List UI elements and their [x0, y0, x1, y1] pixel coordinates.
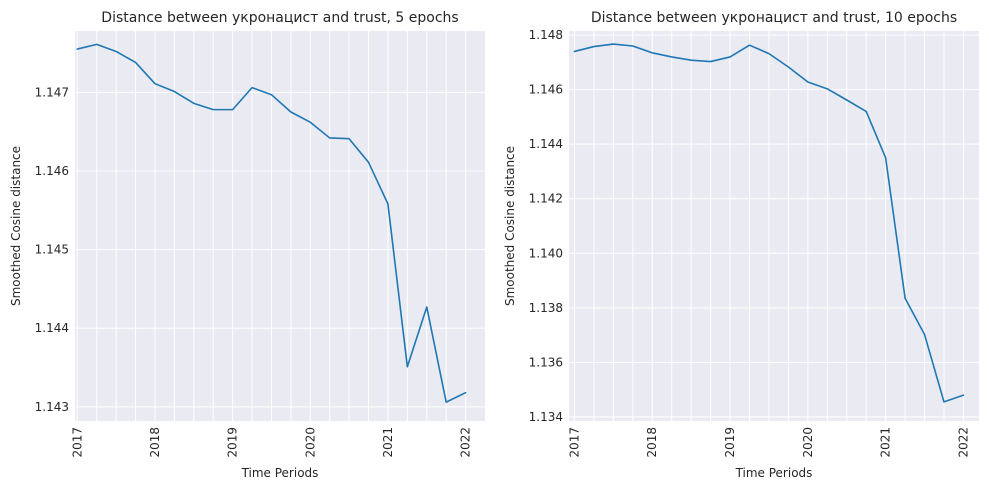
y-tick-label: 1.144 — [529, 137, 563, 151]
y-tick-label: 1.142 — [529, 192, 563, 206]
x-tick-label: 2017 — [567, 427, 581, 458]
y-axis-label-5-epochs: Smoothed Cosine distance — [9, 146, 23, 306]
y-axis-label-10-epochs: Smoothed Cosine distance — [503, 146, 517, 306]
x-tick-labels: 2017 2018 2019 2020 2021 2022 — [70, 427, 472, 458]
chart-title-10-epochs: Distance between укронацист and trust, 1… — [591, 10, 957, 26]
y-tick-label: 1.144 — [35, 321, 69, 335]
x-axis-label-5-epochs: Time Periods — [241, 466, 319, 480]
plot-area-5-epochs — [75, 31, 485, 421]
x-tick-label: 2020 — [801, 427, 815, 458]
x-tick-label: 2017 — [70, 427, 84, 458]
x-tick-label: 2020 — [303, 427, 317, 458]
y-tick-label: 1.136 — [529, 355, 563, 369]
x-tick-label: 2021 — [381, 427, 395, 458]
x-tick-label: 2019 — [723, 427, 737, 458]
x-tick-label: 2018 — [645, 427, 659, 458]
chart-title-5-epochs: Distance between укронацист and trust, 5… — [101, 10, 458, 26]
y-tick-label: 1.138 — [529, 301, 563, 315]
x-tick-labels: 2017 2018 2019 2020 2021 2022 — [567, 427, 970, 458]
x-tick-label: 2018 — [148, 427, 162, 458]
y-tick-label: 1.134 — [529, 410, 563, 424]
y-tick-label: 1.148 — [529, 28, 563, 42]
y-tick-label: 1.146 — [529, 83, 563, 97]
chart-10-epochs: 1.134 1.136 1.138 1.140 1.142 1.144 1.146 1.148… — [503, 10, 979, 480]
y-tick-labels: 1.134 1.136 1.138 1.140 1.142 1.144 1.146 1.148 — [529, 28, 563, 424]
x-tick-label: 2022 — [459, 427, 473, 458]
x-tick-label: 2019 — [226, 427, 240, 458]
y-tick-label: 1.143 — [35, 400, 69, 414]
y-tick-label: 1.147 — [35, 85, 69, 99]
y-tick-label: 1.145 — [35, 243, 69, 257]
y-tick-label: 1.140 — [529, 246, 563, 260]
y-tick-labels: 1.143 1.144 1.145 1.146 1.147 — [35, 85, 69, 414]
x-axis-label-10-epochs: Time Periods — [735, 466, 813, 480]
x-tick-label: 2021 — [879, 427, 893, 458]
x-tick-label: 2022 — [956, 427, 970, 458]
y-tick-label: 1.146 — [35, 164, 69, 178]
